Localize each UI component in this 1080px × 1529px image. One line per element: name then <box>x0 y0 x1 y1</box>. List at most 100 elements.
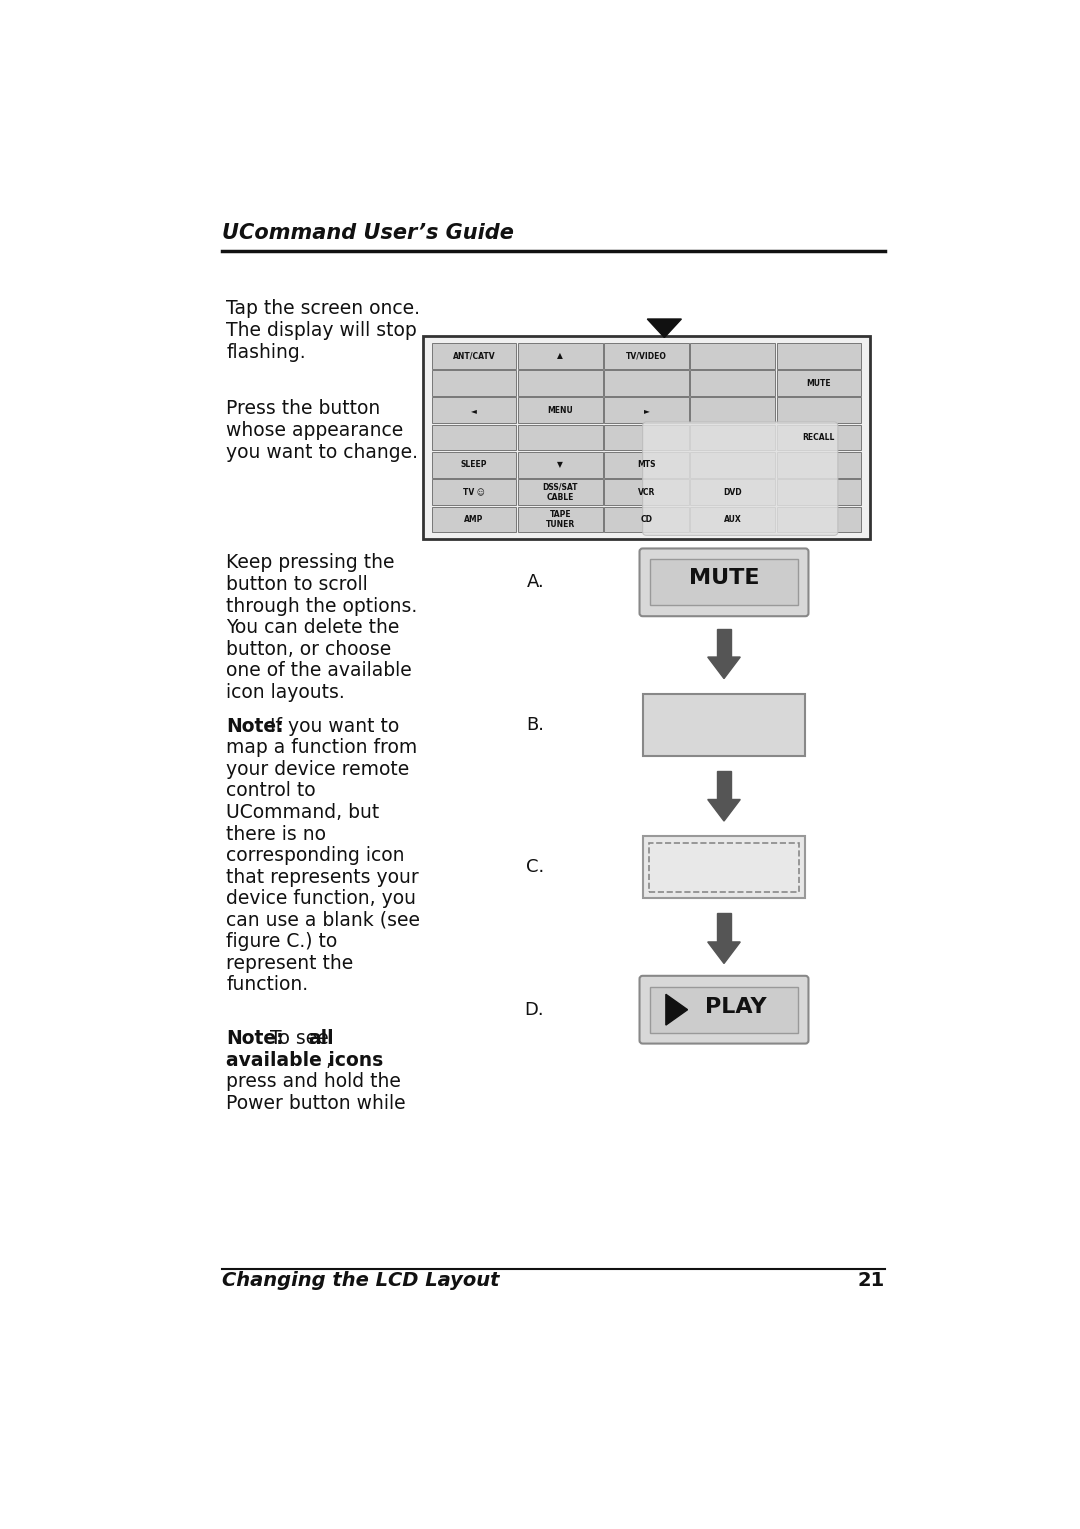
Text: DVD: DVD <box>724 488 742 497</box>
Bar <box>690 506 775 532</box>
Text: ▲: ▲ <box>557 352 564 361</box>
Polygon shape <box>707 800 740 821</box>
Text: icon layouts.: icon layouts. <box>227 683 346 702</box>
Bar <box>518 479 603 505</box>
Text: DSS/SAT
CABLE: DSS/SAT CABLE <box>542 483 578 502</box>
Text: 21: 21 <box>858 1271 886 1290</box>
Bar <box>432 398 516 424</box>
FancyBboxPatch shape <box>643 422 838 535</box>
Bar <box>690 453 775 477</box>
Text: TAPE
TUNER: TAPE TUNER <box>545 509 575 529</box>
Bar <box>777 479 861 505</box>
Text: ▼: ▼ <box>557 460 564 469</box>
Text: VCR: VCR <box>638 488 656 497</box>
FancyBboxPatch shape <box>639 976 809 1044</box>
Text: you want to change.: you want to change. <box>227 442 418 462</box>
Bar <box>423 336 869 540</box>
Text: UCommand, but: UCommand, but <box>227 803 380 823</box>
Bar <box>432 453 516 477</box>
Bar <box>777 370 861 396</box>
Bar <box>604 398 689 424</box>
Text: MTS: MTS <box>637 460 656 469</box>
Text: there is no: there is no <box>227 824 326 844</box>
Text: ,: , <box>326 1050 332 1070</box>
Text: Keep pressing the: Keep pressing the <box>227 553 395 572</box>
Bar <box>649 842 799 891</box>
Bar <box>518 370 603 396</box>
Text: Power button while: Power button while <box>227 1095 406 1113</box>
Text: map a function from: map a function from <box>227 739 418 757</box>
Bar <box>604 370 689 396</box>
Text: button, or choose: button, or choose <box>227 639 392 659</box>
Bar <box>777 398 861 424</box>
Text: MUTE: MUTE <box>689 569 759 589</box>
Bar <box>717 913 731 942</box>
Polygon shape <box>707 942 740 963</box>
Text: UCommand User’s Guide: UCommand User’s Guide <box>221 223 514 243</box>
FancyBboxPatch shape <box>639 549 809 616</box>
Bar <box>518 425 603 451</box>
Polygon shape <box>707 657 740 679</box>
Bar <box>518 506 603 532</box>
Text: one of the available: one of the available <box>227 661 413 680</box>
Text: Note:: Note: <box>227 1029 284 1049</box>
Text: that represents your: that represents your <box>227 867 419 887</box>
Text: can use a blank (see: can use a blank (see <box>227 911 420 930</box>
Text: button to scroll: button to scroll <box>227 575 368 595</box>
Polygon shape <box>647 320 681 338</box>
Text: all: all <box>309 1029 334 1049</box>
Text: You can delete the: You can delete the <box>227 618 400 638</box>
Text: Press the button: Press the button <box>227 399 380 419</box>
Text: Tap the screen once.: Tap the screen once. <box>227 300 420 318</box>
Text: PLAY: PLAY <box>705 997 767 1017</box>
Text: control to: control to <box>227 781 316 800</box>
Bar <box>690 342 775 368</box>
Bar <box>717 628 731 657</box>
Bar <box>518 398 603 424</box>
Text: through the options.: through the options. <box>227 596 418 616</box>
Bar <box>604 425 689 451</box>
Text: whose appearance: whose appearance <box>227 420 404 440</box>
Text: ►: ► <box>644 405 649 414</box>
Text: press and hold the: press and hold the <box>227 1072 402 1092</box>
Bar <box>690 479 775 505</box>
Bar <box>432 506 516 532</box>
Text: AMP: AMP <box>464 515 484 524</box>
Bar <box>690 398 775 424</box>
Bar <box>432 425 516 451</box>
Polygon shape <box>666 994 688 1024</box>
Text: figure C.) to: figure C.) to <box>227 933 338 951</box>
Text: ANT/CATV: ANT/CATV <box>453 352 496 361</box>
Bar <box>717 771 731 800</box>
Bar <box>777 425 861 451</box>
Bar <box>650 560 798 605</box>
Text: function.: function. <box>227 976 309 994</box>
Bar <box>643 694 806 755</box>
Bar <box>604 342 689 368</box>
Text: D.: D. <box>525 1000 544 1018</box>
Text: Changing the LCD Layout: Changing the LCD Layout <box>221 1271 499 1290</box>
Text: A.: A. <box>526 573 544 592</box>
Text: available icons: available icons <box>227 1050 383 1070</box>
Bar <box>604 453 689 477</box>
Text: MENU: MENU <box>548 405 573 414</box>
Text: C.: C. <box>526 858 544 876</box>
Bar <box>432 342 516 368</box>
Text: AUX: AUX <box>724 515 742 524</box>
Text: MUTE: MUTE <box>807 379 832 387</box>
Bar <box>650 986 798 1032</box>
Bar <box>777 506 861 532</box>
Text: SLEEP: SLEEP <box>461 460 487 469</box>
Text: corresponding icon: corresponding icon <box>227 846 405 865</box>
Text: represent the: represent the <box>227 954 354 972</box>
Text: The display will stop: The display will stop <box>227 321 417 339</box>
Bar <box>604 506 689 532</box>
Bar <box>432 370 516 396</box>
Text: If you want to: If you want to <box>264 717 399 735</box>
Text: RECALL: RECALL <box>802 433 835 442</box>
Bar <box>690 425 775 451</box>
Text: CD: CD <box>640 515 652 524</box>
Text: Note:: Note: <box>227 717 284 735</box>
Text: B.: B. <box>526 716 544 734</box>
Text: device function, you: device function, you <box>227 890 417 908</box>
